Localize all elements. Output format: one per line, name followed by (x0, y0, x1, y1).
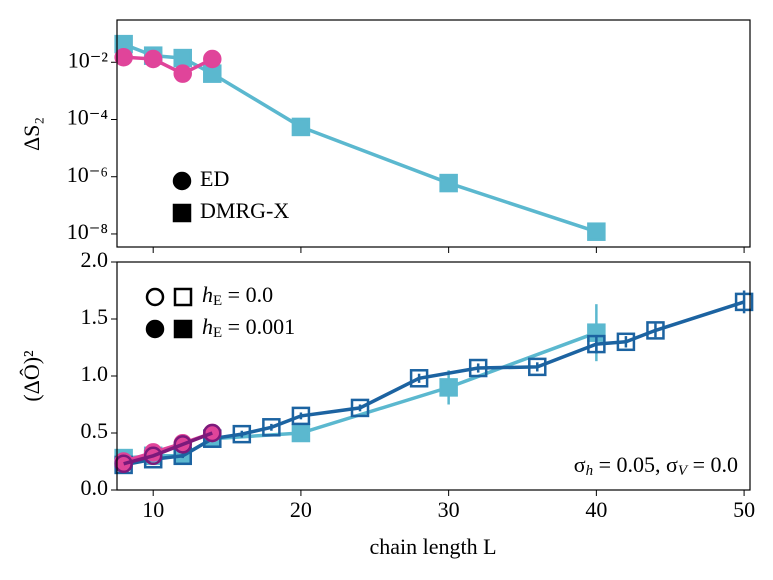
y-tick-label: 10⁻⁴ (67, 105, 109, 130)
marker (616, 332, 636, 352)
legend-marker (145, 287, 165, 307)
marker (203, 423, 222, 443)
legend-text: = 0.0 (222, 282, 273, 307)
legend-marker (173, 287, 193, 307)
legend-marker (172, 203, 192, 223)
annotation-subscript: V (678, 463, 689, 479)
legend-text: = 0.001 (222, 314, 295, 339)
x-tick-label: 10 (142, 497, 164, 522)
marker (734, 292, 754, 312)
marker (291, 406, 311, 426)
marker (587, 222, 606, 241)
y-tick-label: 0.0 (81, 475, 109, 500)
legend-subscript: E (213, 293, 222, 309)
marker (232, 424, 252, 444)
marker (143, 49, 163, 69)
y-tick-label: 1.0 (81, 361, 109, 386)
x-tick-label: 30 (438, 497, 460, 522)
marker (143, 446, 163, 466)
y-tick-label: 0.5 (81, 418, 109, 443)
marker (468, 358, 488, 378)
marker (173, 64, 192, 83)
marker (646, 321, 665, 340)
marker (173, 435, 192, 454)
annotation-text: σ (574, 452, 586, 477)
marker (114, 454, 133, 474)
plot-frame (116, 19, 751, 248)
marker (409, 369, 429, 388)
legend-label: hE = 0.0 (202, 282, 273, 309)
annotation-text: = 0.0 (687, 452, 738, 477)
series-line (123, 431, 213, 466)
marker (528, 357, 547, 377)
legend-label: ED (200, 166, 229, 191)
marker (291, 117, 311, 137)
y-tick-label: 10⁻² (68, 47, 109, 72)
legend-subscript: E (213, 325, 222, 341)
x-tick-label: 50 (733, 497, 755, 522)
marker (350, 398, 370, 418)
y-tick-label: 1.5 (81, 304, 109, 329)
legend-marker (172, 171, 192, 191)
marker (173, 48, 192, 68)
series-line (123, 42, 597, 234)
x-tick-label: 40 (585, 497, 607, 522)
annotation-subscript: h (586, 463, 594, 479)
marker (262, 418, 281, 437)
legend-marker (173, 319, 193, 339)
plot-frame (116, 261, 751, 491)
y-tick-label: 10⁻⁶ (67, 162, 108, 187)
marker (587, 334, 606, 354)
y-axis-label: (ΔÔ)² (19, 350, 44, 402)
legend-symbol: h (202, 282, 213, 307)
marker (203, 49, 222, 69)
x-tick-label: 20 (290, 497, 312, 522)
legend-label: DMRG-X (200, 198, 289, 223)
legend-label: hE = 0.001 (202, 314, 295, 341)
marker (114, 47, 133, 67)
marker (439, 173, 458, 193)
legend-marker (145, 319, 165, 339)
legend-symbol: h (202, 314, 213, 339)
annotation-text: = 0.05, σ (593, 452, 678, 477)
marker (439, 378, 458, 397)
series-line (123, 55, 214, 76)
annotation: σh = 0.05, σV = 0.0 (574, 452, 738, 479)
marker (291, 423, 311, 443)
y-tick-label: 2.0 (81, 247, 109, 272)
y-axis-label: ΔS₂ (19, 117, 44, 151)
y-tick-label: 10⁻⁸ (67, 219, 108, 244)
x-axis-label: chain length L (369, 534, 496, 559)
